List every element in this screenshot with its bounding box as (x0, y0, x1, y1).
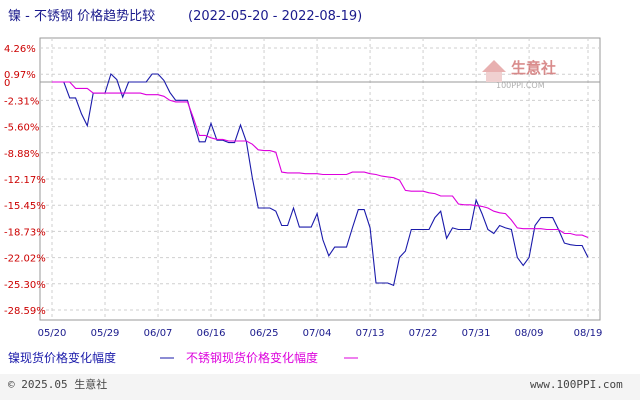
house-icon (482, 60, 506, 82)
y-tick-label: -12.17% (4, 175, 46, 186)
y-tick-label: 0.97% (4, 70, 36, 81)
y-tick-label: -8.88% (4, 149, 39, 160)
watermark-brand: 生意社 (511, 59, 556, 77)
footer-bar (0, 374, 640, 400)
grid (40, 38, 600, 320)
chart-title: 镍 - 不锈钢 价格趋势比较 (8, 8, 155, 24)
watermark-logo: 生意社 100PPI.COM (482, 59, 556, 90)
y-tick-label: -2.31% (4, 96, 39, 107)
series-layer (52, 72, 589, 287)
y-tick-label: -15.45% (4, 201, 46, 212)
x-tick-label: 05/29 (91, 328, 120, 339)
y-tick-label: -28.59% (4, 306, 46, 317)
x-tick-label: 07/04 (303, 328, 332, 339)
legend: 镍现货价格变化幅度 不锈钢现货价格变化幅度 (8, 350, 358, 365)
x-tick-label: 07/13 (356, 328, 385, 339)
y-tick-label: -25.30% (4, 280, 46, 291)
x-tick-label: 08/19 (574, 328, 603, 339)
plot-area (39, 37, 601, 321)
legend-label-stainless: 不锈钢现货价格变化幅度 (186, 350, 318, 365)
y-tick-label: 4.26% (4, 44, 36, 55)
y-tick-label: -22.02% (4, 254, 46, 265)
footer-copyright: © 2025.05 生意社 (8, 377, 107, 391)
x-tick-label: 07/31 (462, 328, 491, 339)
series-line-stainless (52, 81, 589, 239)
y-axis-ticks: 4.26% 0.97% -2.31% -5.60% -8.88% -12.17% -15.4… (4, 44, 46, 317)
x-tick-label: 06/07 (144, 328, 173, 339)
chart-date-range: (2022-05-20 - 2022-08-19) (188, 9, 362, 24)
x-tick-label: 05/20 (38, 328, 67, 339)
y-tick-label: -5.60% (4, 123, 39, 134)
x-tick-label: 08/09 (515, 328, 544, 339)
x-axis-ticks: 05/20 05/29 06/07 06/16 06/25 07/04 07/13 07/22… (38, 328, 603, 339)
x-tick-label: 06/16 (197, 328, 226, 339)
y-tick-label: -18.73% (4, 227, 46, 238)
series-line-nickel (52, 72, 589, 287)
zero-label: 0 (4, 78, 10, 89)
x-tick-label: 07/22 (409, 328, 438, 339)
footer-site-link[interactable]: www.100PPI.com (530, 378, 623, 391)
watermark-url: 100PPI.COM (496, 81, 545, 90)
legend-label-nickel: 镍现货价格变化幅度 (8, 350, 116, 365)
x-tick-label: 06/25 (250, 328, 279, 339)
